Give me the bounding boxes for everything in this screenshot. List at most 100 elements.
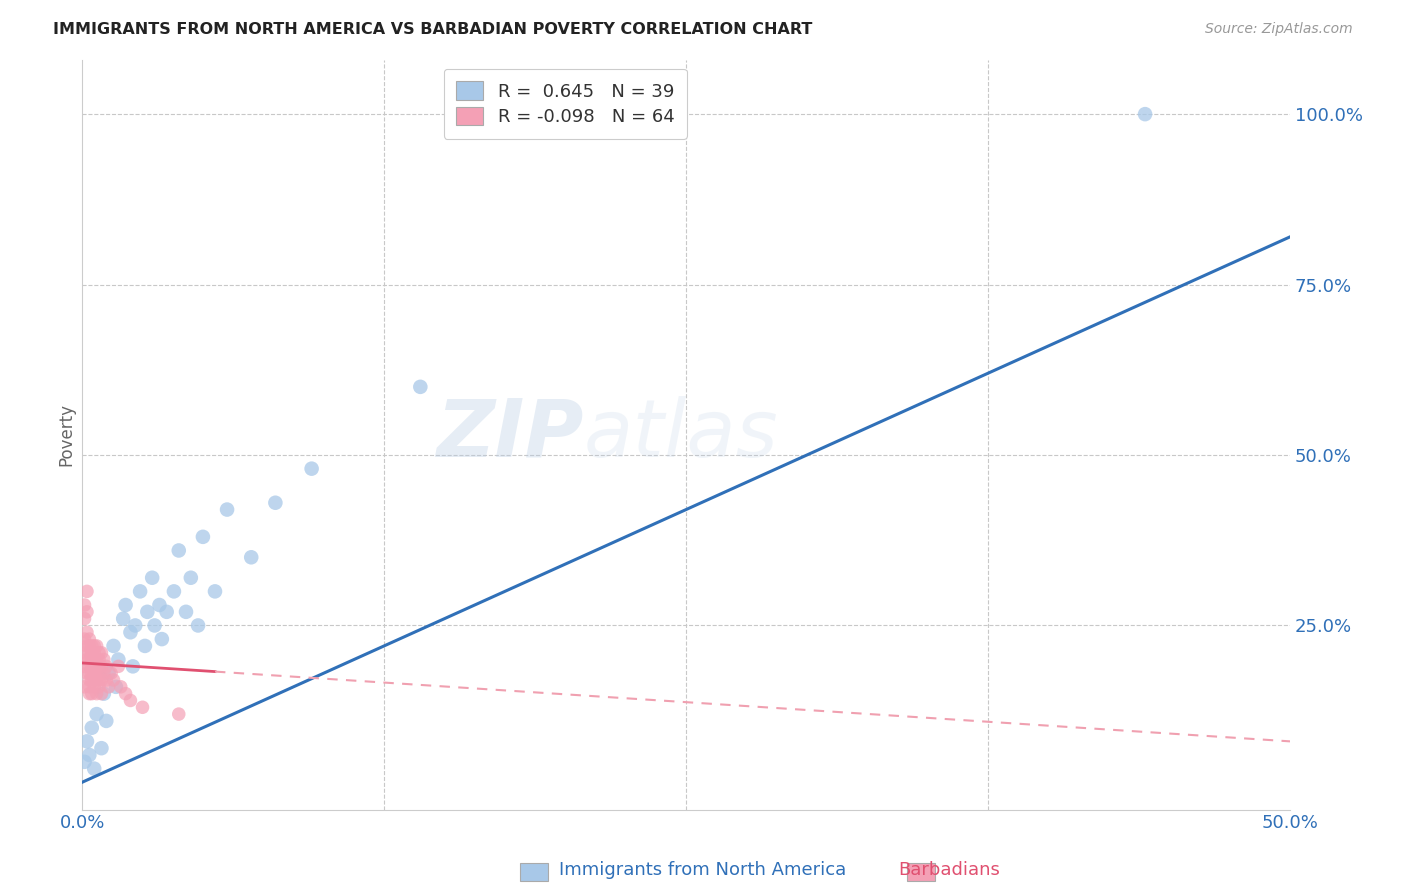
Point [264,496,287,510]
Point [86,666,108,681]
Point [110,680,132,694]
Point [80,652,103,666]
Point [76,734,98,748]
Point [80,646,103,660]
Point [73,612,96,626]
Point [120,693,142,707]
Point [73,659,96,673]
Point [96,714,118,728]
Point [83,762,105,776]
Text: Source: ZipAtlas.com: Source: ZipAtlas.com [1205,22,1353,37]
Point [83,673,105,687]
Point [73,680,96,694]
Point [87,680,110,694]
Point [83,646,105,660]
Point [107,659,129,673]
Text: ZIP: ZIP [436,395,583,474]
Point [79,652,101,666]
Point [93,666,115,681]
Point [76,625,98,640]
Point [134,639,156,653]
Point [143,618,166,632]
Point [79,747,101,762]
Point [97,680,120,694]
Point [93,687,115,701]
Point [79,680,101,694]
Point [76,666,98,681]
Point [86,639,108,653]
Point [90,741,112,756]
Point [86,659,108,673]
Point [87,659,110,673]
Point [86,652,108,666]
Point [148,598,170,612]
Point [107,652,129,666]
Point [83,652,105,666]
Point [79,646,101,660]
Y-axis label: Poverty: Poverty [58,403,75,466]
Point [96,659,118,673]
Point [79,639,101,653]
Point [96,673,118,687]
Point [187,618,209,632]
Point [79,659,101,673]
Point [73,646,96,660]
Legend: R =  0.645   N = 39, R = -0.098   N = 64: R = 0.645 N = 39, R = -0.098 N = 64 [443,69,688,139]
Point [76,584,98,599]
Point [87,673,110,687]
Point [136,605,159,619]
Point [114,598,136,612]
Point [93,652,115,666]
Point [79,666,101,681]
Point [163,584,186,599]
Point [87,652,110,666]
Point [150,632,173,646]
Point [204,584,226,599]
Point [73,632,96,646]
Point [76,639,98,653]
Point [167,707,190,722]
Point [80,673,103,687]
Point [103,673,125,687]
Point [90,673,112,687]
Point [79,632,101,646]
Text: Barbadians: Barbadians [898,861,1000,879]
Point [180,571,202,585]
Text: Immigrants from North America: Immigrants from North America [560,861,846,879]
Point [191,530,214,544]
Point [87,646,110,660]
Point [80,721,103,735]
Point [97,666,120,681]
Point [86,687,108,701]
Point [73,598,96,612]
Point [100,666,122,681]
Point [83,680,105,694]
Point [80,659,103,673]
Point [86,707,108,722]
Point [156,605,179,619]
Point [76,652,98,666]
Text: IMMIGRANTS FROM NORTH AMERICA VS BARBADIAN POVERTY CORRELATION CHART: IMMIGRANTS FROM NORTH AMERICA VS BARBADI… [53,22,813,37]
Point [80,666,103,681]
Point [80,639,103,653]
Point [114,687,136,701]
Point [217,502,239,516]
Point [79,687,101,701]
Point [90,646,112,660]
Point [83,659,105,673]
Point [83,639,105,653]
Point [1133,107,1156,121]
Point [80,687,103,701]
Point [174,605,197,619]
Point [129,584,152,599]
Point [86,673,108,687]
Point [90,659,112,673]
Point [90,687,112,701]
Point [301,461,323,475]
Text: atlas: atlas [583,395,778,474]
Point [121,659,143,673]
Point [409,380,432,394]
Point [240,550,263,565]
Point [104,680,127,694]
Point [83,666,105,681]
